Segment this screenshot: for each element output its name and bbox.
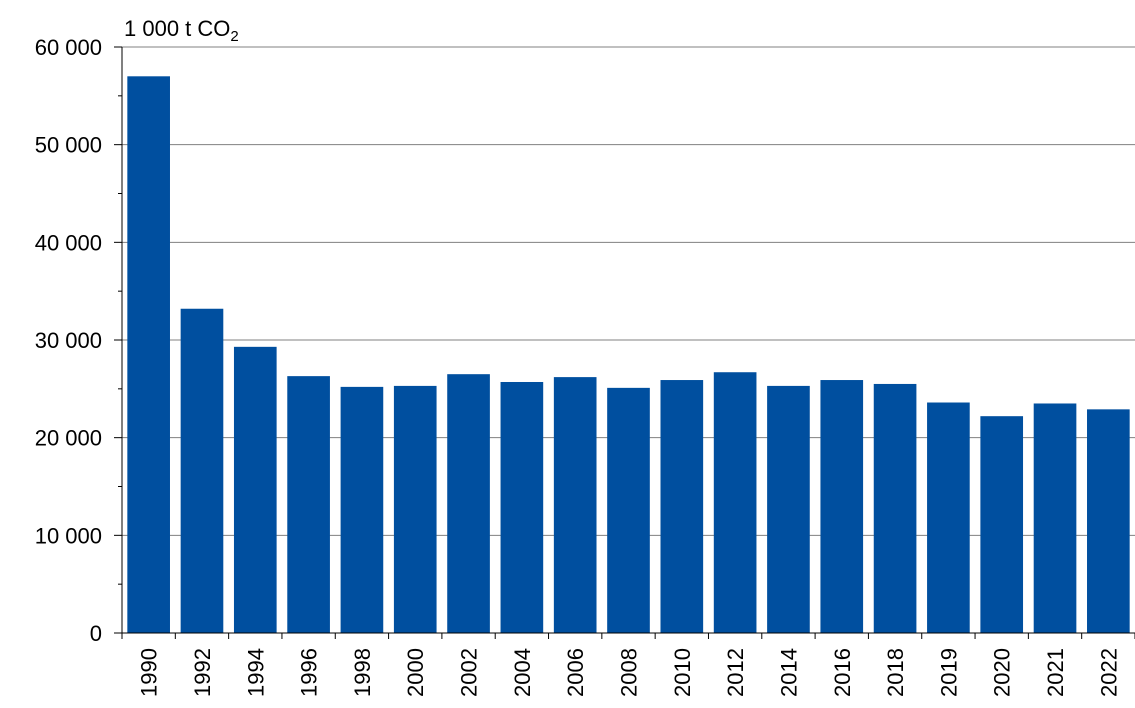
bar-2014 [767,385,810,633]
x-tick-label-2004: 2004 [510,648,535,697]
bar-2000 [393,385,437,633]
x-tick-label-2021: 2021 [1043,648,1068,697]
y-unit-label: 1 000 t CO2 [124,16,239,45]
x-tick-label-2008: 2008 [617,648,642,697]
x-tick-label-2014: 2014 [776,648,801,697]
x-tick-label-2016: 2016 [830,648,855,697]
bar-2004 [500,381,544,633]
x-tick-label-2022: 2022 [1096,648,1121,697]
x-tick-label-2010: 2010 [670,648,695,697]
x-tick-label-2000: 2000 [403,648,428,697]
bar-1998 [340,386,384,633]
bar-1990 [127,76,170,634]
x-tick-label-2002: 2002 [457,648,482,697]
y-tick-labels: 0 10 000 20 000 30 000 40 000 50 000 60 000 [35,35,102,646]
x-tick-label-1990: 1990 [137,648,162,697]
y-tick-label: 10 000 [35,523,102,548]
bars [127,76,1130,634]
x-tick-label-2012: 2012 [723,648,748,697]
y-tick-label: 20 000 [35,426,102,451]
y-tick-label: 40 000 [35,230,102,255]
bar-2002 [447,374,490,633]
y-tick-label: 60 000 [35,35,102,60]
bar-2016 [820,380,864,633]
bar-2018 [873,383,917,633]
x-tick-label-1992: 1992 [190,648,215,697]
x-tick-label-1998: 1998 [350,648,375,697]
x-tick-label-2006: 2006 [563,648,588,697]
bar-1996 [287,376,330,633]
bar-1994 [233,346,277,633]
bar-2019 [927,402,970,633]
bar-2012 [713,372,757,633]
bar-2020 [980,416,1024,633]
axes [114,46,1135,639]
y-tick-label: 0 [90,621,102,646]
bar-2021 [1033,403,1077,633]
bar-1992 [180,308,224,633]
bar-2006 [553,377,597,633]
x-tick-label-1994: 1994 [243,648,268,697]
x-tick-labels: 1990 1992 1994 1996 1998 2000 2002 2004 2006 2008… [137,648,1122,697]
bar-2008 [607,387,650,633]
x-tick-label-2020: 2020 [990,648,1015,697]
y-tick-label: 30 000 [35,328,102,353]
y-tick-label: 50 000 [35,133,102,158]
x-tick-label-2019: 2019 [936,648,961,697]
x-tick-label-2018: 2018 [883,648,908,697]
bar-2010 [660,380,704,633]
x-tick-label-1996: 1996 [297,648,322,697]
bar-2022 [1087,409,1130,633]
